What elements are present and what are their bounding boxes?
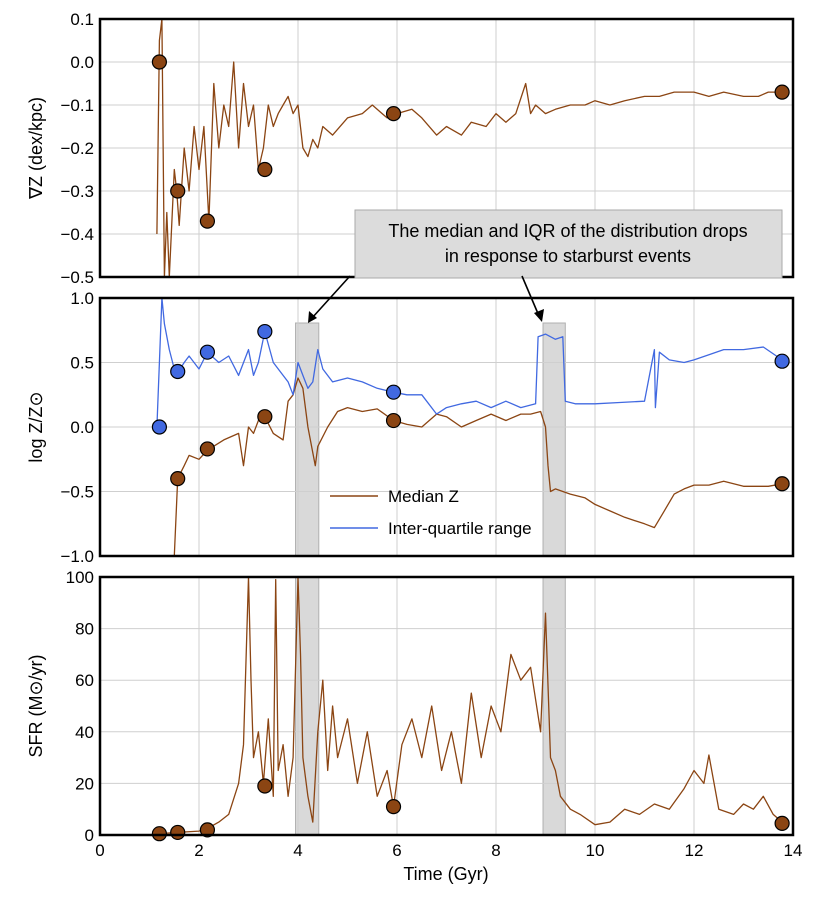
y-tick-label: 40 bbox=[75, 723, 94, 742]
y-tick-label: −1.0 bbox=[60, 547, 94, 566]
y-tick-label: −0.4 bbox=[60, 225, 94, 244]
marker-point bbox=[774, 815, 790, 831]
legend-label-median: Median Z bbox=[388, 487, 459, 506]
axes-frame bbox=[98, 296, 795, 558]
marker-point bbox=[774, 476, 790, 492]
y-tick-label: −0.2 bbox=[60, 139, 94, 158]
legend: Median Z Inter-quartile range bbox=[330, 487, 532, 538]
marker-point bbox=[151, 419, 167, 435]
x-axis-label: Time (Gyr) bbox=[403, 864, 488, 884]
y-tick-label: 100 bbox=[66, 568, 94, 587]
series-group bbox=[149, 576, 783, 836]
x-tick-label: 2 bbox=[194, 841, 203, 860]
x-tick-label: 8 bbox=[491, 841, 500, 860]
grid-lines bbox=[99, 576, 794, 836]
marker-point bbox=[774, 353, 790, 369]
marker-point bbox=[199, 822, 216, 838]
marker-point bbox=[170, 183, 186, 199]
y-tick-label: 0.0 bbox=[70, 418, 94, 437]
y-tick-label: −0.5 bbox=[60, 483, 94, 502]
shaded-region-group bbox=[295, 576, 566, 836]
shaded-region-0 bbox=[295, 322, 320, 557]
panel-star-formation-rate: 100 80 60 40 20 0 0 2 4 6 8 10 12 14 SFR (M⊙/yr) Tim… bbox=[26, 568, 802, 884]
marker-point bbox=[170, 363, 186, 380]
y-tick-labels: 0.1 0.0 −0.1 −0.2 −0.3 −0.4 −0.5 bbox=[60, 10, 94, 287]
marker-point bbox=[199, 213, 216, 229]
series-group bbox=[156, 18, 783, 278]
y-tick-labels: 100 80 60 40 20 0 bbox=[66, 568, 94, 845]
axes-frame bbox=[98, 575, 795, 837]
x-tick-label: 14 bbox=[784, 841, 803, 860]
annotation-box bbox=[354, 209, 783, 279]
annotation: The median and IQR of the distribution d… bbox=[308, 209, 783, 323]
panel-metallicity: 1.0 0.5 0.0 −0.5 −1.0 log Z/Z⊙ Median Z Inte… bbox=[26, 289, 795, 566]
marker-group bbox=[151, 778, 790, 842]
series-line-0 bbox=[149, 576, 783, 836]
y-tick-label: 0.5 bbox=[70, 354, 94, 373]
legend-label-iqr: Inter-quartile range bbox=[388, 519, 532, 538]
y-tick-label: 0.0 bbox=[70, 53, 94, 72]
series-line-0 bbox=[156, 18, 783, 278]
marker-point bbox=[170, 471, 186, 487]
annotation-arrow-right bbox=[521, 275, 540, 317]
annotation-arrow-left bbox=[311, 275, 351, 319]
x-tick-labels: 0 2 4 6 8 10 12 14 bbox=[95, 841, 802, 860]
y-tick-label: −0.3 bbox=[60, 182, 94, 201]
x-tick-label: 12 bbox=[685, 841, 704, 860]
x-tick-label: 10 bbox=[586, 841, 605, 860]
marker-point bbox=[199, 441, 216, 457]
annotation-arrowhead-left bbox=[308, 311, 317, 323]
shaded-region-1 bbox=[542, 576, 566, 836]
y-tick-label: 60 bbox=[75, 671, 94, 690]
marker-point bbox=[385, 412, 402, 429]
y-tick-label: 20 bbox=[75, 774, 94, 793]
y-tick-label: −0.1 bbox=[60, 96, 94, 115]
marker-point bbox=[257, 409, 273, 425]
marker-point bbox=[151, 54, 167, 70]
marker-point bbox=[257, 161, 273, 178]
marker-point bbox=[257, 323, 273, 340]
marker-group bbox=[151, 54, 790, 229]
annotation-arrowhead-right bbox=[534, 309, 544, 322]
marker-point bbox=[385, 105, 402, 122]
y-tick-label: 1.0 bbox=[70, 289, 94, 308]
series-line-0 bbox=[173, 377, 783, 557]
y-tick-labels: 1.0 0.5 0.0 −0.5 −1.0 bbox=[60, 289, 94, 566]
y-tick-label: 0 bbox=[85, 826, 94, 845]
marker-point bbox=[385, 384, 402, 400]
marker-point bbox=[774, 84, 790, 100]
y-axis-label: ∇Z (dex/kpc) bbox=[26, 97, 46, 200]
annotation-line-1: The median and IQR of the distribution d… bbox=[388, 221, 747, 241]
marker-point bbox=[257, 778, 273, 794]
marker-point bbox=[170, 824, 186, 841]
y-axis-label: log Z/Z⊙ bbox=[26, 391, 46, 462]
marker-point bbox=[199, 344, 216, 360]
y-axis-label: SFR (M⊙/yr) bbox=[26, 654, 46, 757]
marker-group bbox=[151, 323, 790, 492]
annotation-line-2: in response to starburst events bbox=[445, 246, 691, 266]
grid-lines bbox=[99, 297, 794, 557]
y-tick-label: 0.1 bbox=[70, 10, 94, 29]
marker-point bbox=[385, 799, 402, 815]
x-tick-label: 0 bbox=[95, 841, 104, 860]
y-tick-label: 80 bbox=[75, 620, 94, 639]
x-tick-label: 4 bbox=[293, 841, 302, 860]
x-tick-label: 6 bbox=[392, 841, 401, 860]
marker-point bbox=[151, 826, 167, 842]
y-tick-label: −0.5 bbox=[60, 268, 94, 287]
